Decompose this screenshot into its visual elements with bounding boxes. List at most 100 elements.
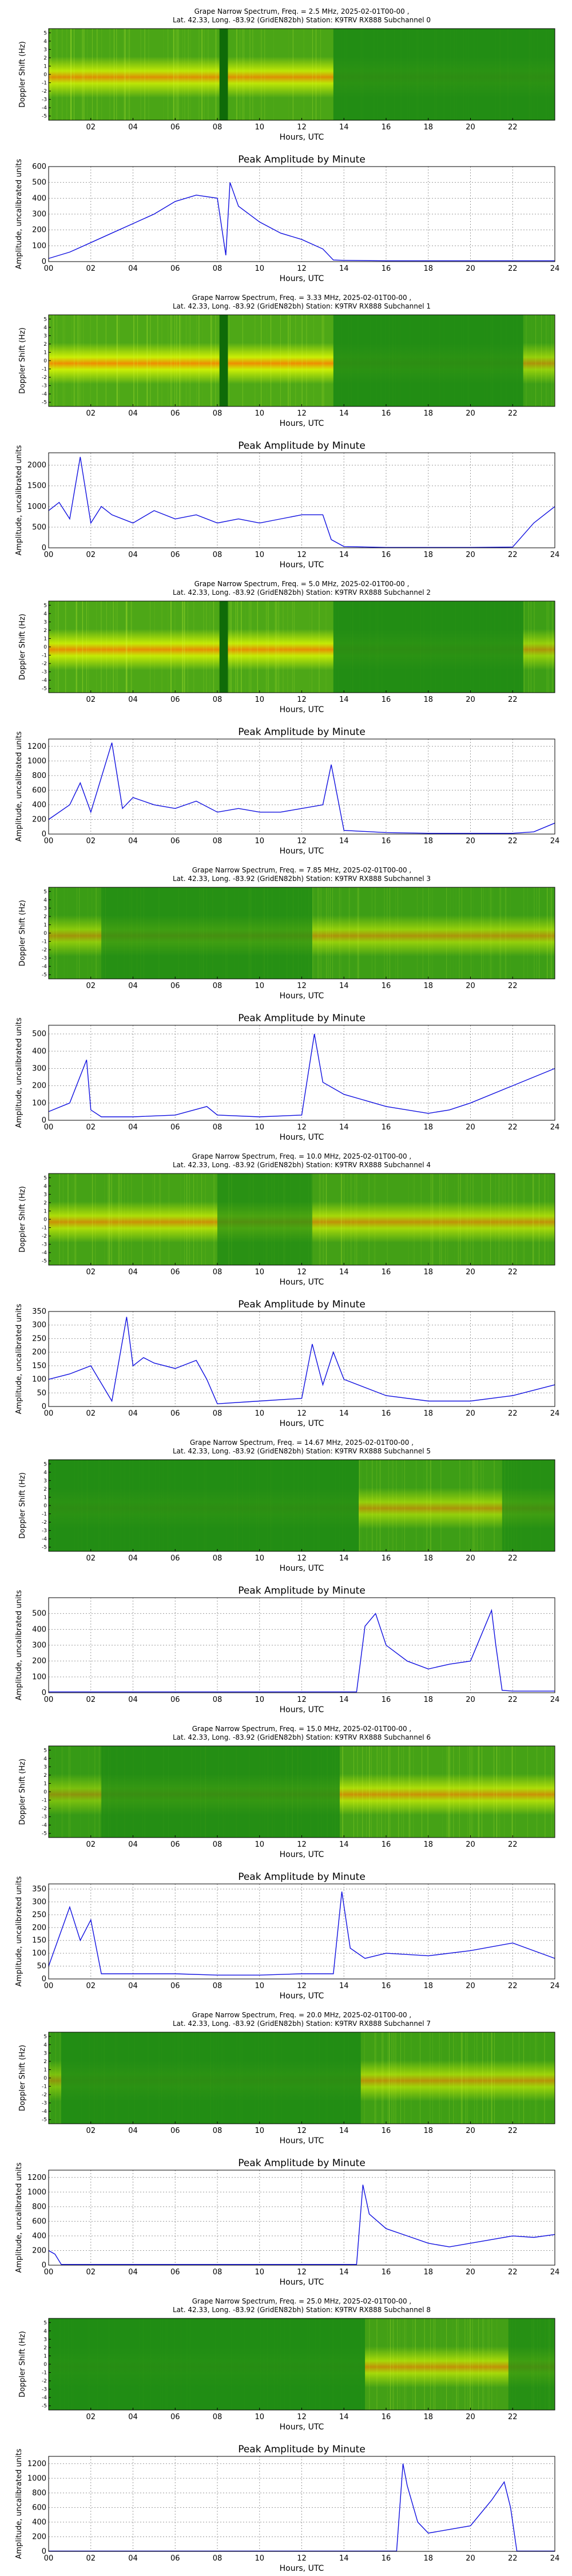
x-tick-label: 06 bbox=[170, 1696, 180, 1704]
amplitude-title: Peak Amplitude by Minute bbox=[238, 726, 366, 738]
x-tick-label: 12 bbox=[297, 837, 307, 846]
amplitude-series-line bbox=[48, 1891, 555, 1976]
y-tick-label: 0 bbox=[43, 358, 47, 364]
x-tick-label: 20 bbox=[466, 2127, 475, 2135]
x-tick-label: 04 bbox=[128, 837, 138, 846]
x-tick-label: 20 bbox=[466, 982, 475, 990]
x-tick-label: 14 bbox=[339, 1409, 349, 1418]
y-tick-label: 100 bbox=[32, 1099, 46, 1108]
y-tick-label: 1200 bbox=[27, 742, 46, 751]
y-tick-label: 1000 bbox=[27, 757, 46, 765]
x-tick-label: 14 bbox=[339, 2127, 349, 2135]
x-tick-label: 10 bbox=[255, 1268, 264, 1277]
x-tick-label: 22 bbox=[508, 1982, 518, 1990]
x-tick-label: 18 bbox=[423, 2413, 433, 2421]
x-tick-label: 24 bbox=[550, 1409, 560, 1418]
x-tick-label: 02 bbox=[86, 1123, 96, 1132]
amplitude-title: Peak Amplitude by Minute bbox=[238, 1013, 366, 1024]
y-tick-label: 1000 bbox=[27, 503, 46, 511]
x-tick-label: 18 bbox=[423, 1696, 433, 1704]
x-tick-label: 20 bbox=[466, 1696, 475, 1704]
x-tick-label: 02 bbox=[86, 2413, 96, 2421]
y-axis-label: Doppler Shift (Hz) bbox=[18, 327, 27, 394]
x-tick-label: 00 bbox=[44, 264, 54, 273]
y-tick-label: 400 bbox=[32, 1625, 46, 1634]
y-tick-label: 1200 bbox=[27, 2174, 46, 2182]
amplitude-frame bbox=[48, 2170, 555, 2266]
x-tick-label: 12 bbox=[297, 409, 307, 418]
y-tick-label: 3 bbox=[43, 906, 47, 911]
y-tick-label: -4 bbox=[42, 1250, 47, 1256]
x-tick-label: 00 bbox=[44, 837, 54, 846]
y-tick-label: 800 bbox=[32, 2489, 46, 2498]
y-tick-label: 200 bbox=[32, 226, 46, 235]
y-tick-label: 3 bbox=[43, 1478, 47, 1484]
x-tick-label: 12 bbox=[297, 696, 307, 704]
spectrum-signal-band-2 bbox=[339, 1773, 555, 1815]
x-tick-label: 06 bbox=[170, 409, 180, 418]
x-tick-label: 06 bbox=[170, 1268, 180, 1277]
spectrum-panel-14: Grape Narrow Spectrum, Freq. = 20.0 MHz,… bbox=[18, 2011, 555, 2146]
spectrum-signal-band-2 bbox=[523, 342, 555, 384]
y-tick-label: 1000 bbox=[27, 2474, 46, 2483]
x-tick-label: 20 bbox=[466, 1840, 475, 1849]
amplitude-title: Peak Amplitude by Minute bbox=[238, 2444, 366, 2455]
amplitude-panel-15: Peak Amplitude by Minute0200400600800100… bbox=[15, 2158, 559, 2287]
x-tick-label: 06 bbox=[170, 2268, 180, 2277]
x-tick-label: 16 bbox=[382, 2554, 391, 2563]
x-tick-label: 22 bbox=[508, 123, 518, 132]
x-tick-label: 08 bbox=[213, 264, 223, 273]
spectrum-gap-0 bbox=[219, 601, 228, 693]
x-axis-label: Hours, UTC bbox=[280, 419, 324, 428]
y-tick-label: 0 bbox=[43, 1217, 47, 1223]
x-tick-label: 10 bbox=[255, 1840, 264, 1849]
y-tick-label: -5 bbox=[42, 1545, 47, 1551]
x-tick-label: 16 bbox=[382, 696, 391, 704]
spectrum-signal-band-2 bbox=[312, 915, 555, 957]
y-axis-label: Doppler Shift (Hz) bbox=[18, 2045, 27, 2111]
y-tick-label: 600 bbox=[32, 2217, 46, 2226]
x-tick-label: 04 bbox=[128, 264, 138, 273]
x-tick-label: 24 bbox=[550, 264, 560, 273]
x-tick-label: 06 bbox=[170, 837, 180, 846]
y-tick-label: 400 bbox=[32, 2232, 46, 2241]
y-tick-label: 3 bbox=[43, 2050, 47, 2056]
y-tick-label: 1 bbox=[43, 350, 47, 355]
spectrum-signal-band-2 bbox=[312, 1201, 555, 1243]
y-axis-label: Amplitude, uncalibrated units bbox=[15, 731, 23, 841]
amplitude-series-line bbox=[48, 742, 555, 834]
y-tick-label: -5 bbox=[42, 2404, 47, 2409]
spectrum-panel-0: Grape Narrow Spectrum, Freq. = 2.5 MHz, … bbox=[18, 7, 555, 142]
y-axis-label: Doppler Shift (Hz) bbox=[18, 1186, 27, 1253]
x-tick-label: 08 bbox=[213, 1982, 223, 1990]
x-tick-label: 04 bbox=[128, 2554, 138, 2563]
x-tick-label: 20 bbox=[466, 696, 475, 704]
amplitude-frame bbox=[48, 166, 555, 262]
spectrum-title-line2: Lat. 42.33, Long. -83.92 (GridEN82bh) St… bbox=[173, 2306, 431, 2314]
x-tick-label: 14 bbox=[339, 551, 349, 559]
y-tick-label: -5 bbox=[42, 1831, 47, 1837]
x-tick-label: 02 bbox=[86, 409, 96, 418]
x-tick-label: 06 bbox=[170, 551, 180, 559]
x-tick-label: 18 bbox=[423, 696, 433, 704]
y-tick-label: -3 bbox=[42, 2101, 47, 2107]
spectrum-title-line1: Grape Narrow Spectrum, Freq. = 2.5 MHz, … bbox=[194, 7, 410, 15]
y-tick-label: 2 bbox=[43, 914, 47, 920]
spectrum-title-line2: Lat. 42.33, Long. -83.92 (GridEN82bh) St… bbox=[173, 2020, 431, 2028]
y-tick-label: -2 bbox=[42, 375, 47, 381]
y-tick-label: 200 bbox=[32, 1923, 46, 1932]
y-axis-label: Doppler Shift (Hz) bbox=[18, 41, 27, 108]
y-tick-label: 0 bbox=[43, 72, 47, 78]
y-axis-label: Doppler Shift (Hz) bbox=[18, 1472, 27, 1539]
y-tick-label: 500 bbox=[32, 523, 46, 532]
x-tick-label: 20 bbox=[466, 1982, 475, 1990]
y-tick-label: -1 bbox=[42, 653, 47, 659]
x-tick-label: 12 bbox=[297, 1982, 307, 1990]
y-tick-label: -4 bbox=[42, 678, 47, 683]
y-tick-label: 500 bbox=[32, 179, 46, 187]
spectrum-signal-band-0 bbox=[49, 56, 333, 98]
y-tick-label: 5 bbox=[43, 2034, 47, 2040]
x-tick-label: 18 bbox=[423, 837, 433, 846]
y-tick-label: 0 bbox=[43, 2076, 47, 2081]
